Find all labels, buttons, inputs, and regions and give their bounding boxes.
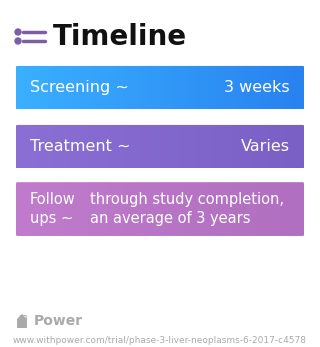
Text: Screening ~: Screening ~ bbox=[30, 80, 129, 95]
Polygon shape bbox=[17, 314, 27, 328]
Text: ⛉: ⛉ bbox=[18, 314, 26, 328]
Text: 3 weeks: 3 weeks bbox=[224, 80, 290, 95]
Text: Power: Power bbox=[34, 314, 83, 328]
Text: Varies: Varies bbox=[241, 139, 290, 154]
Text: Timeline: Timeline bbox=[53, 23, 187, 51]
Text: Follow
ups ~: Follow ups ~ bbox=[30, 192, 76, 227]
Text: www.withpower.com/trial/phase-3-liver-neoplasms-6-2017-c4578: www.withpower.com/trial/phase-3-liver-ne… bbox=[13, 336, 307, 345]
Circle shape bbox=[15, 29, 21, 35]
Circle shape bbox=[15, 38, 21, 44]
Text: Treatment ~: Treatment ~ bbox=[30, 139, 131, 154]
Text: through study completion,
an average of 3 years: through study completion, an average of … bbox=[90, 192, 284, 227]
